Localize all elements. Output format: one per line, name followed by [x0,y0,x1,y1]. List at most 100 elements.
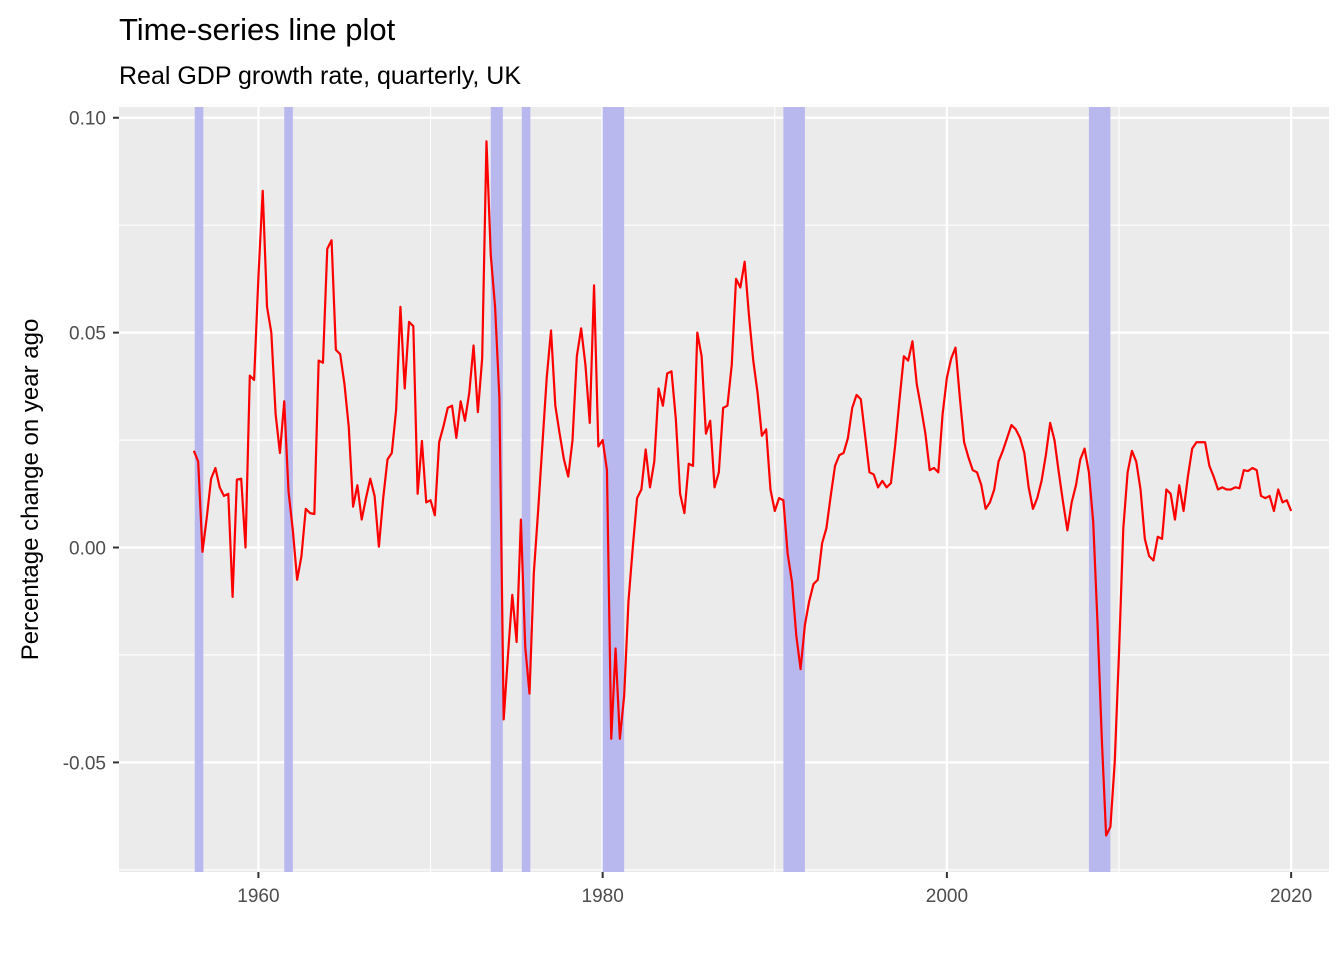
data-point [1092,521,1094,523]
data-point [1247,470,1249,472]
data-point [881,480,883,482]
data-point [541,443,543,445]
data-point [899,398,901,400]
data-point [1066,529,1068,531]
data-point [1195,441,1197,443]
data-point [524,645,526,647]
data-point [1187,476,1189,478]
data-point [868,471,870,473]
data-point [937,471,939,473]
data-point [1019,437,1021,439]
data-point [890,482,892,484]
data-point [955,347,957,349]
data-point [516,641,518,643]
data-point [998,461,1000,463]
data-point [1200,441,1202,443]
data-point [214,467,216,469]
data-point [615,648,617,650]
recession-band [521,107,531,872]
data-point [550,329,552,331]
data-point [714,486,716,488]
data-point [434,514,436,516]
data-point [378,546,380,548]
data-point [834,465,836,467]
data-point [1161,538,1163,540]
data-point [421,440,423,442]
data-point [640,489,642,491]
data-point [563,458,565,460]
data-point [572,439,574,441]
data-point [1049,422,1051,424]
data-point [305,508,307,510]
data-point [602,439,604,441]
chart-subtitle: Real GDP growth rate, quarterly, UK [119,62,521,90]
data-point [257,276,259,278]
data-point [1217,489,1219,491]
data-point [606,469,608,471]
data-point [610,738,612,740]
data-point [692,465,694,467]
data-point [1221,486,1223,488]
data-point [589,422,591,424]
data-point [361,519,363,521]
data-point [1282,501,1284,503]
data-point [537,510,539,512]
data-point [399,306,401,308]
data-point [1144,538,1146,540]
gdp-growth-line [192,140,1293,837]
data-point [808,600,810,602]
data-point [718,471,720,473]
data-point [387,458,389,460]
data-point [292,529,294,531]
axis-ticks [113,116,1293,878]
data-point [1165,489,1167,491]
data-point [529,693,531,695]
data-point [929,469,931,471]
data-point [206,516,208,518]
data-point [1230,489,1232,491]
data-point [774,510,776,512]
data-point [1002,450,1004,452]
data-point [1135,461,1137,463]
y-axis-title: Percentage change on year ago [17,319,44,661]
data-point [425,501,427,503]
data-point [795,635,797,637]
y-tick-label: 0.10 [69,109,106,130]
data-point [322,362,324,364]
data-point [752,360,754,362]
data-point [408,321,410,323]
data-point [232,596,234,598]
data-point [412,325,414,327]
data-point [963,441,965,443]
data-point [916,383,918,385]
data-point [769,489,771,491]
minor-grid [119,107,1329,872]
data-point [1277,489,1279,491]
data-point [1041,480,1043,482]
data-point [1101,738,1103,740]
data-point [554,405,556,407]
series-layer [192,140,1293,837]
data-point [705,433,707,435]
data-point [813,583,815,585]
data-point [283,400,285,402]
data-point [946,377,948,379]
data-point [787,553,789,555]
x-tick-label: 2020 [1270,886,1312,907]
major-grid [119,107,1329,872]
data-point [933,467,935,469]
data-point [279,452,281,454]
data-point [1071,501,1073,503]
data-point [1105,834,1107,836]
data-point [757,392,759,394]
data-point [559,433,561,435]
data-point [873,473,875,475]
data-point [744,261,746,263]
data-point [1058,471,1060,473]
data-point [817,579,819,581]
data-point [683,512,685,514]
data-point [950,357,952,359]
data-point [623,695,625,697]
data-point [520,519,522,521]
